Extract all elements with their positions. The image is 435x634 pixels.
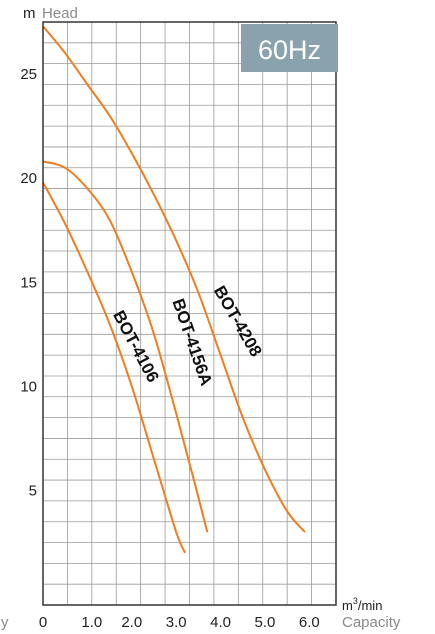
y-axis-title: m Head (23, 5, 78, 22)
x-axis-label: Capacity (342, 614, 401, 631)
y-axis-unit: m (23, 5, 36, 22)
x-axis-label-fragment: y (1, 614, 9, 631)
y-axis-label: Head (42, 5, 78, 22)
x-tick-label: 0 (39, 614, 47, 631)
x-axis-unit-base: m (342, 598, 353, 613)
y-tick-label: 25 (20, 66, 37, 83)
y-tick-label: 5 (29, 482, 37, 499)
frequency-badge: 60Hz (241, 24, 338, 72)
x-tick-label: 5.0 (255, 614, 276, 631)
curve-bot-4208 (42, 25, 306, 533)
y-tick-label: 20 (20, 170, 37, 187)
x-axis-title: m3/min Capacity y (1, 596, 401, 631)
x-axis-unit-exp: 3 (353, 596, 358, 606)
x-tick-label: 2.0 (121, 614, 142, 631)
x-axis-ticks: 0 1.0 2.0 3.0 4.0 5.0 6.0 (39, 614, 320, 631)
frequency-badge-background (241, 24, 338, 72)
curve-label-bot-4156a: BOT-4156A (168, 296, 215, 388)
x-tick-label: 6.0 (299, 614, 320, 631)
y-axis-ticks: 5 10 15 20 25 (20, 66, 37, 499)
x-axis-unit-rest: /min (358, 598, 383, 613)
plot-frame (42, 21, 337, 606)
curve-bot-4156a (42, 160, 209, 533)
y-tick-label: 15 (20, 274, 37, 291)
y-tick-label: 10 (20, 378, 37, 395)
x-tick-label: 1.0 (81, 614, 102, 631)
x-axis-unit: m3/min (342, 596, 382, 613)
x-tick-label: 3.0 (166, 614, 187, 631)
curve-bot-4106 (42, 181, 187, 554)
frequency-badge-label: 60Hz (258, 35, 321, 65)
x-tick-label: 4.0 (210, 614, 231, 631)
